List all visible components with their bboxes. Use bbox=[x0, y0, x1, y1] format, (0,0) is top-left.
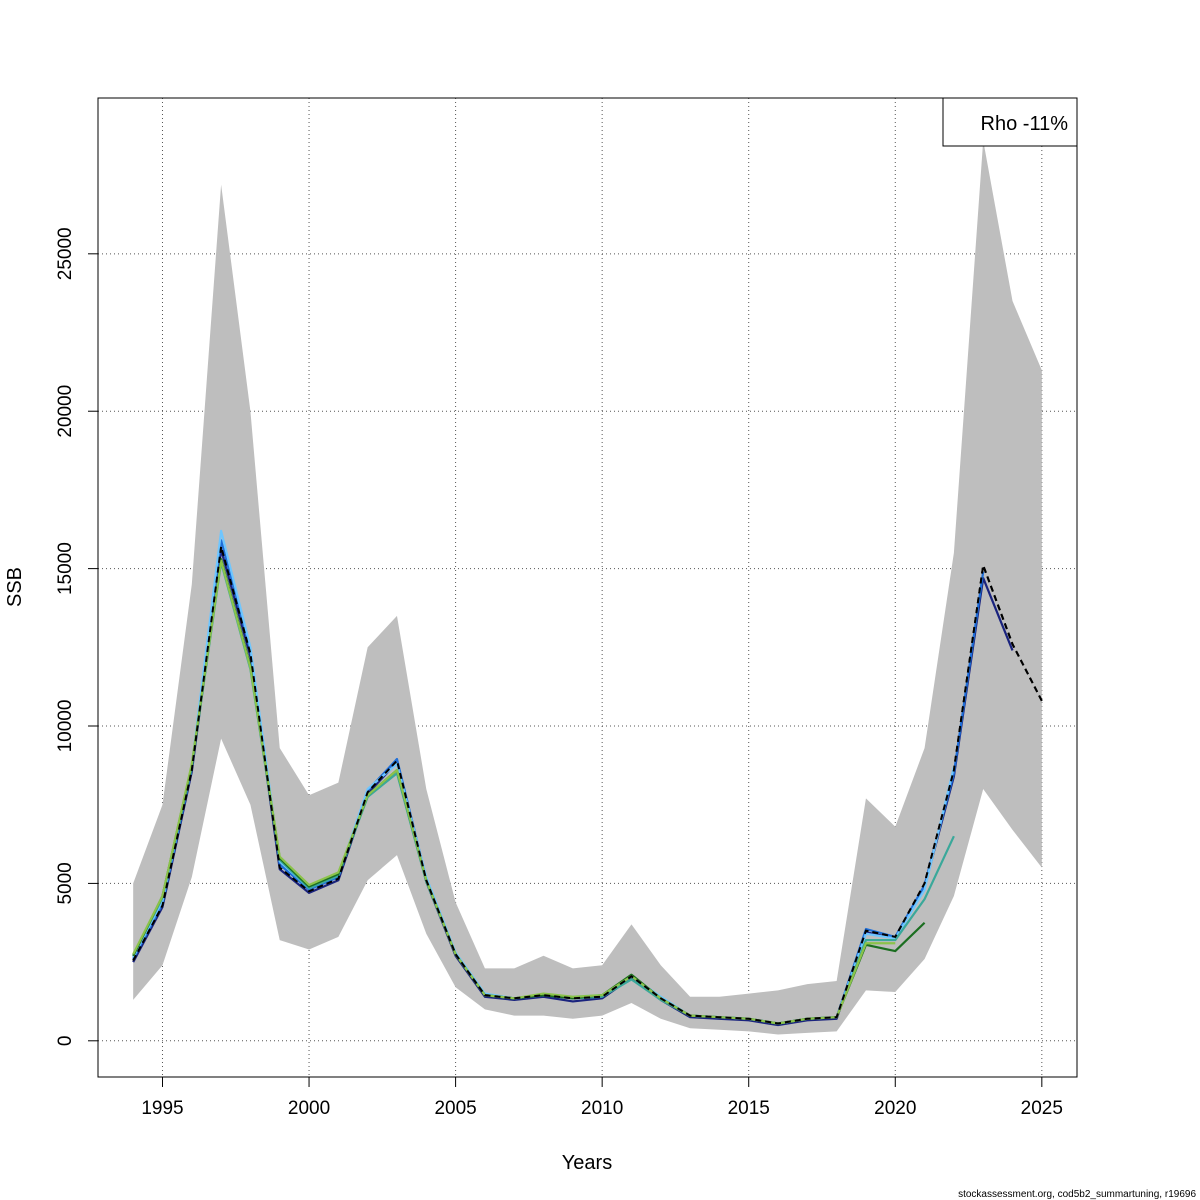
legend-frame bbox=[942, 97, 1078, 147]
y-tick-label-25000: 25000 bbox=[55, 227, 76, 280]
y-axis: 0 5000 10000 15000 20000 25000 bbox=[55, 227, 98, 1046]
x-axis-title: Years bbox=[562, 1152, 612, 1174]
series-layer bbox=[132, 529, 1043, 1027]
y-axis-title: SSB bbox=[4, 567, 26, 607]
y-tick-label-20000: 20000 bbox=[55, 385, 76, 438]
x-tick-label-2010: 2010 bbox=[581, 1098, 623, 1119]
x-tick-label-2015: 2015 bbox=[728, 1098, 770, 1119]
series-line-reference-top bbox=[132, 546, 1043, 1025]
legend-rho-text: Rho -11% bbox=[981, 113, 1069, 135]
x-tick-label-2000: 2000 bbox=[288, 1098, 330, 1119]
x-tick-label-2020: 2020 bbox=[874, 1098, 916, 1119]
plot-frame bbox=[97, 97, 1078, 1078]
confidence-band-layer bbox=[133, 140, 1042, 1035]
x-tick-label-2005: 2005 bbox=[434, 1098, 476, 1119]
confidence-band bbox=[133, 140, 1042, 1035]
y-tick-label-15000: 15000 bbox=[55, 542, 76, 595]
legend-box: Rho -11% bbox=[942, 97, 1078, 147]
y-tick-label-10000: 10000 bbox=[55, 700, 76, 753]
x-tick-label-1995: 1995 bbox=[141, 1098, 183, 1119]
x-tick-label-2025: 2025 bbox=[1021, 1098, 1063, 1119]
y-tick-label-5000: 5000 bbox=[55, 862, 76, 904]
y-tick-label-0: 0 bbox=[55, 1036, 76, 1047]
source-footer: stockassessment.org, cod5b2_summartuning… bbox=[958, 1189, 1196, 1200]
x-axis: 1995 2000 2005 2010 2015 2020 2025 bbox=[141, 1077, 1063, 1119]
